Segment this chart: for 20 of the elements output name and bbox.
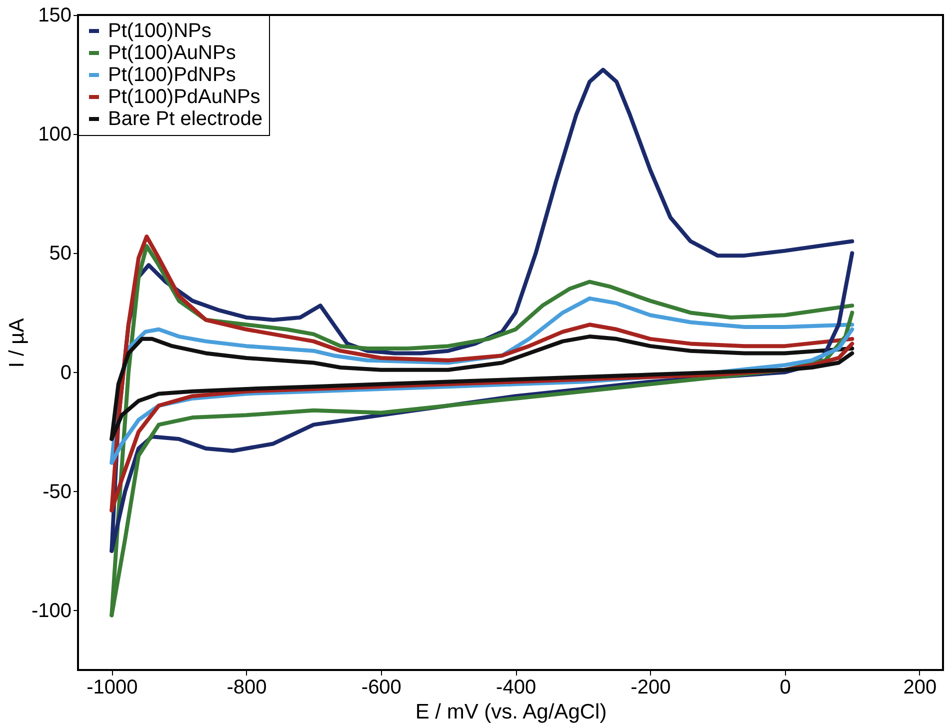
x-tick-label: 0 [780, 676, 791, 698]
legend-label: Pt(100)AuNPs [108, 42, 236, 64]
legend-label: Bare Pt electrode [108, 108, 263, 130]
x-tick-label: -400 [496, 676, 536, 698]
x-tick-label: -600 [361, 676, 402, 698]
legend-label: Pt(100)NPs [108, 20, 212, 42]
y-axis-title: I / µA [5, 318, 28, 368]
y-tick-label: 0 [60, 362, 72, 384]
x-tick-label: 200 [903, 676, 937, 698]
y-tick-label: -100 [31, 600, 72, 622]
x-axis-title: E / mV (vs. Ag/AgCl) [415, 700, 607, 724]
y-tick-label: 50 [49, 242, 72, 265]
x-tick-label: -200 [630, 676, 671, 698]
x-tick-label: -1000 [86, 676, 138, 698]
x-tick-label: -800 [226, 676, 267, 698]
y-tick-label: 100 [38, 124, 72, 146]
legend-label: Pt(100)PdAuNPs [108, 86, 260, 108]
y-tick-label: 150 [38, 4, 72, 26]
y-tick-label: -50 [42, 480, 72, 503]
legend-label: Pt(100)PdNPs [108, 64, 236, 86]
